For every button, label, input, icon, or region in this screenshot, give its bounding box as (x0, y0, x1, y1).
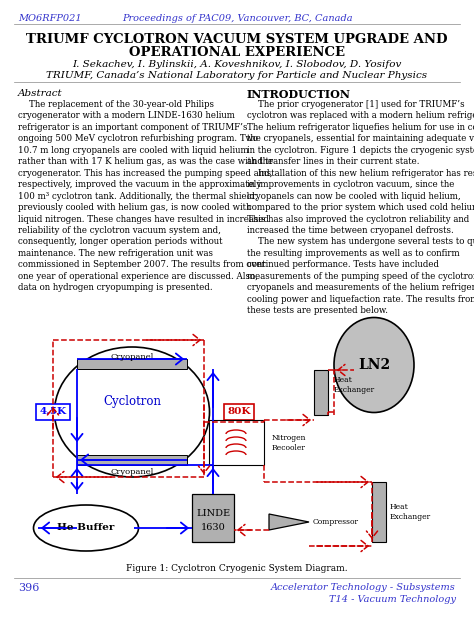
Text: 4.5K: 4.5K (39, 408, 66, 416)
Text: Heat
Exchanger: Heat Exchanger (390, 503, 431, 520)
FancyBboxPatch shape (192, 494, 234, 542)
Text: MO6RFP021: MO6RFP021 (18, 14, 82, 23)
Text: LINDE: LINDE (196, 510, 230, 518)
Text: TRIUMF CYCLOTRON VACUUM SYSTEM UPGRADE AND: TRIUMF CYCLOTRON VACUUM SYSTEM UPGRADE A… (26, 33, 448, 46)
FancyBboxPatch shape (372, 482, 386, 542)
Text: INTRODUCTION: INTRODUCTION (247, 89, 351, 100)
Text: 1630: 1630 (201, 522, 225, 532)
FancyBboxPatch shape (224, 404, 254, 420)
Text: Heat
Exchanger: Heat Exchanger (334, 376, 375, 394)
Text: OPERATIONAL EXPERIENCE: OPERATIONAL EXPERIENCE (129, 46, 345, 59)
FancyBboxPatch shape (77, 359, 187, 369)
Text: The replacement of the 30-year-old Philips
cryogenerator with a modern LINDE-163: The replacement of the 30-year-old Phili… (18, 100, 273, 292)
Text: He Buffer: He Buffer (57, 524, 115, 532)
Text: Compressor: Compressor (313, 518, 359, 526)
Text: Nitrogen
Recooler: Nitrogen Recooler (272, 435, 307, 452)
FancyBboxPatch shape (314, 370, 328, 415)
Text: Cryopanel: Cryopanel (110, 353, 154, 361)
Text: I. Sekachev, I. Bylinskii, A. Koveshnikov, I. Slobodov, D. Yosifov: I. Sekachev, I. Bylinskii, A. Koveshniko… (73, 60, 401, 69)
FancyBboxPatch shape (77, 455, 187, 465)
Text: Proceedings of PAC09, Vancouver, BC, Canada: Proceedings of PAC09, Vancouver, BC, Can… (122, 14, 352, 23)
Text: Accelerator Technology - Subsystems: Accelerator Technology - Subsystems (271, 583, 456, 592)
FancyBboxPatch shape (36, 404, 70, 420)
Text: TRIUMF, Canada’s National Laboratory for Particle and Nuclear Physics: TRIUMF, Canada’s National Laboratory for… (46, 71, 428, 80)
Ellipse shape (334, 318, 414, 413)
Text: LN2: LN2 (358, 358, 390, 372)
Text: T14 - Vacuum Technology: T14 - Vacuum Technology (329, 595, 456, 604)
FancyBboxPatch shape (209, 420, 264, 465)
Text: Cyclotron: Cyclotron (103, 396, 161, 408)
Ellipse shape (34, 505, 138, 551)
Text: Cryopanel: Cryopanel (110, 468, 154, 476)
Text: Abstract: Abstract (18, 89, 63, 98)
Polygon shape (269, 514, 309, 530)
Text: Figure 1: Cyclotron Cryogenic System Diagram.: Figure 1: Cyclotron Cryogenic System Dia… (126, 564, 348, 573)
Text: 396: 396 (18, 583, 39, 593)
Text: The prior cryogenerator [1] used for TRIUMF’s
cyclotron was replaced with a mode: The prior cryogenerator [1] used for TRI… (247, 100, 474, 315)
Text: 80K: 80K (227, 408, 251, 416)
